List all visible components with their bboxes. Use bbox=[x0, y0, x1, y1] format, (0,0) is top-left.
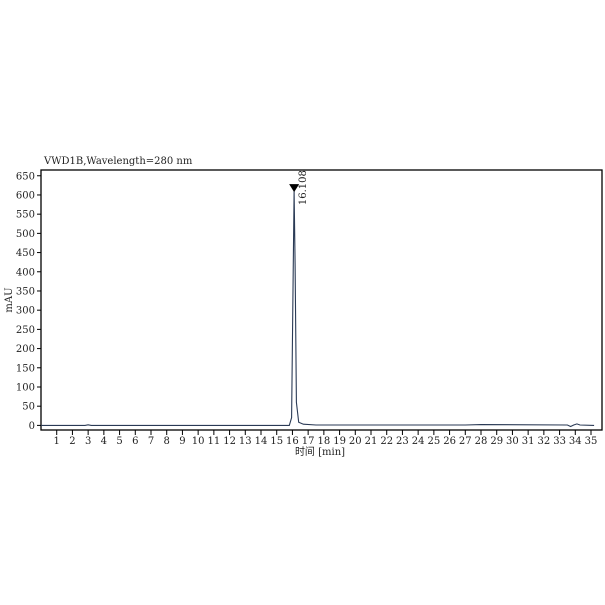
x-tick-label: 26 bbox=[443, 436, 456, 447]
x-tick-label: 24 bbox=[412, 436, 425, 447]
y-tick-label: 200 bbox=[16, 344, 35, 355]
x-tick-label: 30 bbox=[506, 436, 519, 447]
x-tick-label: 27 bbox=[459, 436, 472, 447]
x-tick-label: 34 bbox=[569, 436, 582, 447]
x-tick-label: 21 bbox=[365, 436, 378, 447]
y-tick-label: 350 bbox=[16, 286, 35, 297]
x-tick-label: 10 bbox=[192, 436, 205, 447]
x-tick-label: 6 bbox=[132, 436, 138, 447]
y-tick-label: 0 bbox=[29, 421, 35, 432]
y-tick-label: 400 bbox=[16, 267, 35, 278]
x-tick-label: 13 bbox=[239, 436, 252, 447]
x-tick-label: 32 bbox=[537, 436, 550, 447]
x-tick-label: 7 bbox=[148, 436, 154, 447]
y-tick-label: 150 bbox=[16, 363, 35, 374]
x-tick-label: 23 bbox=[396, 436, 409, 447]
peak-annotations: 16.108 bbox=[289, 170, 309, 205]
peak-marker-icon bbox=[289, 184, 300, 193]
y-tick-label: 300 bbox=[16, 306, 35, 317]
y-tick-label: 600 bbox=[16, 190, 35, 201]
x-tick-label: 33 bbox=[553, 436, 566, 447]
x-tick-label: 14 bbox=[255, 436, 268, 447]
x-tick-label: 1 bbox=[54, 436, 60, 447]
x-tick-label: 25 bbox=[427, 436, 440, 447]
y-tick-label: 50 bbox=[22, 402, 35, 413]
y-tick-label: 100 bbox=[16, 382, 35, 393]
x-axis-ticks: 1 2 3 4 5 6 7 8 9 10 11 12 13 14 15 16 17 18 19 20 21 22 23 24 2… bbox=[54, 430, 598, 447]
y-tick-label: 650 bbox=[16, 171, 35, 182]
x-tick-label: 18 bbox=[317, 436, 330, 447]
x-tick-label: 29 bbox=[490, 436, 503, 447]
y-axis-label: mAU bbox=[4, 287, 15, 312]
x-tick-label: 19 bbox=[333, 436, 346, 447]
x-tick-label: 31 bbox=[522, 436, 535, 447]
x-tick-label: 4 bbox=[101, 436, 107, 447]
x-tick-label: 20 bbox=[349, 436, 362, 447]
peak-label: 16.108 bbox=[298, 170, 309, 205]
x-tick-label: 12 bbox=[223, 436, 236, 447]
y-tick-label: 450 bbox=[16, 248, 35, 259]
x-tick-label: 11 bbox=[207, 436, 220, 447]
x-tick-label: 2 bbox=[69, 436, 75, 447]
x-tick-label: 3 bbox=[85, 436, 91, 447]
x-tick-label: 16 bbox=[286, 436, 299, 447]
y-tick-label: 550 bbox=[16, 210, 35, 221]
y-tick-label: 500 bbox=[16, 229, 35, 240]
x-tick-label: 17 bbox=[302, 436, 315, 447]
x-axis-label: 时间 [min] bbox=[295, 445, 345, 458]
y-tick-label: 250 bbox=[16, 325, 35, 336]
x-tick-label: 22 bbox=[380, 436, 393, 447]
series-line bbox=[41, 191, 595, 428]
x-tick-label: 28 bbox=[475, 436, 488, 447]
y-axis-ticks: 0 50 100 150 200 250 300 350 400 450 500 550 600 650 bbox=[16, 171, 41, 432]
x-tick-label: 8 bbox=[164, 436, 170, 447]
plot-frame bbox=[40, 169, 603, 431]
chart-title: VWD1B,Wavelength=280 nm bbox=[43, 156, 193, 167]
x-tick-label: 35 bbox=[585, 436, 598, 447]
x-tick-label: 9 bbox=[179, 436, 185, 447]
x-tick-label: 15 bbox=[270, 436, 283, 447]
x-tick-label: 5 bbox=[116, 436, 122, 447]
